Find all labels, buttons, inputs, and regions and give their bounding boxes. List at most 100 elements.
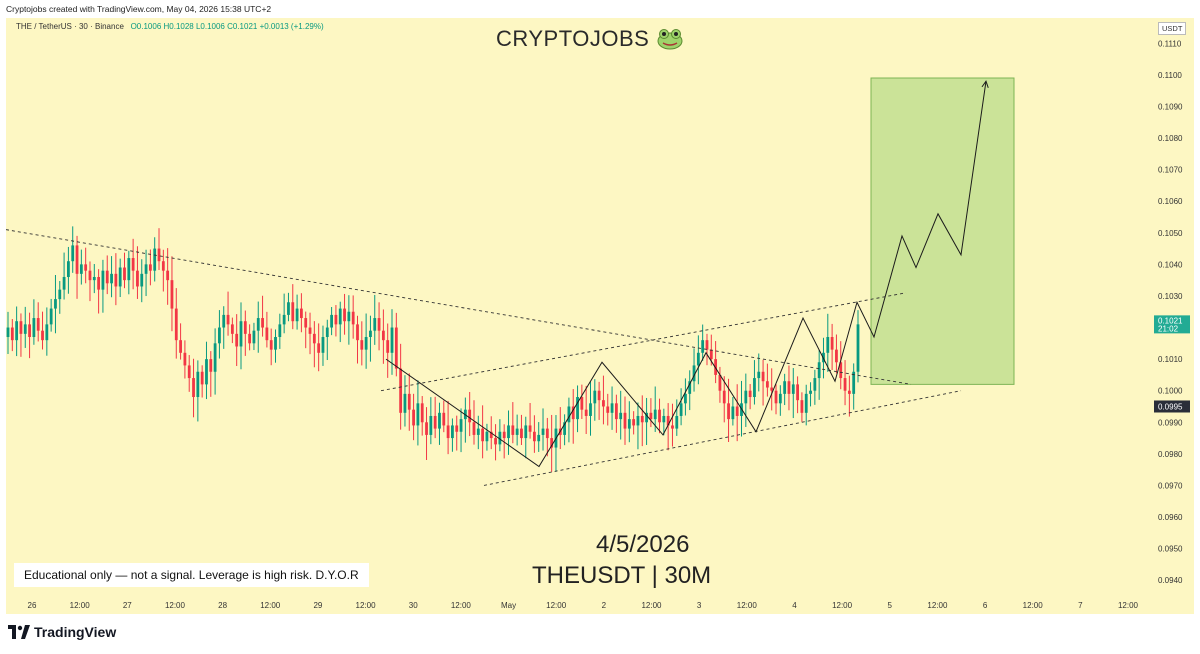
candle[interactable] xyxy=(770,368,774,411)
marked-price-badge[interactable] xyxy=(1154,400,1190,413)
candle[interactable] xyxy=(765,363,769,397)
candle[interactable] xyxy=(127,250,131,295)
candle[interactable] xyxy=(787,365,791,411)
candle[interactable] xyxy=(852,363,856,410)
candle[interactable] xyxy=(442,400,446,433)
candle[interactable] xyxy=(502,424,506,459)
candle[interactable] xyxy=(390,309,394,375)
candle[interactable] xyxy=(41,311,44,350)
candle[interactable] xyxy=(136,246,139,299)
candle[interactable] xyxy=(291,284,295,330)
candle[interactable] xyxy=(636,402,640,450)
candle[interactable] xyxy=(446,400,450,455)
candle[interactable] xyxy=(688,370,692,411)
candle[interactable] xyxy=(809,382,812,407)
candle[interactable] xyxy=(79,249,83,285)
candle[interactable] xyxy=(166,248,170,305)
target-zone[interactable] xyxy=(870,77,1015,385)
candle[interactable] xyxy=(278,313,282,349)
candle[interactable] xyxy=(602,375,605,425)
candle[interactable] xyxy=(692,348,696,392)
candle[interactable] xyxy=(791,368,795,419)
candle[interactable] xyxy=(23,306,27,348)
candle[interactable] xyxy=(144,249,148,297)
candle[interactable] xyxy=(222,306,226,349)
candle[interactable] xyxy=(774,384,778,415)
candle[interactable] xyxy=(256,301,260,353)
candle[interactable] xyxy=(558,407,562,450)
candle[interactable] xyxy=(179,323,182,360)
candle[interactable] xyxy=(627,401,631,443)
candle[interactable] xyxy=(377,302,381,351)
candle[interactable] xyxy=(429,397,433,445)
candle[interactable] xyxy=(261,295,264,337)
candle[interactable] xyxy=(88,261,92,302)
candle[interactable] xyxy=(321,325,325,366)
candle[interactable] xyxy=(718,366,722,403)
chart-area[interactable]: 0.1110 0.1100 0.1090 0.1080 0.1070 0.1060 0.10… xyxy=(6,18,1194,614)
candle[interactable] xyxy=(67,246,70,294)
candle[interactable] xyxy=(123,252,126,289)
candle[interactable] xyxy=(369,315,372,362)
candle[interactable] xyxy=(75,235,79,299)
candle[interactable] xyxy=(472,400,476,445)
candle[interactable] xyxy=(839,341,843,390)
candle[interactable] xyxy=(416,380,420,446)
candle[interactable] xyxy=(213,328,217,395)
candle[interactable] xyxy=(218,310,221,359)
candle[interactable] xyxy=(252,322,256,351)
candle[interactable] xyxy=(662,408,666,436)
candle[interactable] xyxy=(744,373,748,427)
candle[interactable] xyxy=(334,305,338,337)
candle[interactable] xyxy=(174,288,178,359)
candle[interactable] xyxy=(114,253,118,306)
candle[interactable] xyxy=(653,386,657,432)
candle[interactable] xyxy=(433,396,437,439)
candle[interactable] xyxy=(813,369,817,405)
candle[interactable] xyxy=(455,415,459,451)
candle[interactable] xyxy=(796,376,799,414)
candle[interactable] xyxy=(226,291,230,336)
candle[interactable] xyxy=(360,321,364,366)
candle[interactable] xyxy=(640,395,644,447)
candle[interactable] xyxy=(101,259,105,313)
candle[interactable] xyxy=(649,398,653,428)
candle[interactable] xyxy=(748,384,752,410)
candle[interactable] xyxy=(425,407,428,461)
candle[interactable] xyxy=(804,384,808,426)
candle[interactable] xyxy=(187,355,191,392)
candle[interactable] xyxy=(15,306,19,357)
candle[interactable] xyxy=(274,329,277,363)
candle[interactable] xyxy=(161,249,165,292)
candle[interactable] xyxy=(580,384,584,419)
candle[interactable] xyxy=(62,252,66,300)
candle[interactable] xyxy=(356,315,359,364)
candle[interactable] xyxy=(97,269,101,314)
projected-path[interactable] xyxy=(385,81,987,468)
candle[interactable] xyxy=(800,392,804,422)
candle[interactable] xyxy=(239,302,243,370)
candle[interactable] xyxy=(666,403,670,451)
candle[interactable] xyxy=(696,335,700,385)
chart-canvas[interactable]: 0.1110 0.1100 0.1090 0.1080 0.1070 0.1060 0.10… xyxy=(6,18,1194,614)
candle[interactable] xyxy=(468,391,472,437)
candle[interactable] xyxy=(243,310,247,356)
candle[interactable] xyxy=(58,281,62,314)
candle[interactable] xyxy=(459,408,463,453)
candle[interactable] xyxy=(6,311,10,354)
candle[interactable] xyxy=(412,393,415,441)
candle[interactable] xyxy=(571,389,575,444)
candle[interactable] xyxy=(481,405,485,459)
candle[interactable] xyxy=(722,376,726,423)
candle[interactable] xyxy=(140,259,144,303)
candle[interactable] xyxy=(92,264,96,294)
symbol-legend[interactable]: THE / TetherUS · 30 · Binance O0.1006 H0… xyxy=(16,22,324,31)
candle[interactable] xyxy=(537,422,541,452)
candle[interactable] xyxy=(714,341,718,384)
candle[interactable] xyxy=(619,390,623,440)
candle[interactable] xyxy=(554,415,558,472)
symbol-label[interactable]: THE / TetherUS · 30 · Binance xyxy=(16,22,124,31)
candle[interactable] xyxy=(545,417,549,457)
candle[interactable] xyxy=(386,323,390,378)
candle[interactable] xyxy=(325,319,329,361)
